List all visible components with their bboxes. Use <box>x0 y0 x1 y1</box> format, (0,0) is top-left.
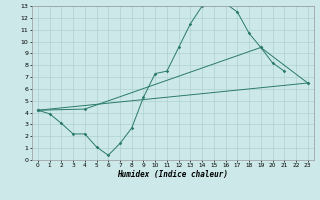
X-axis label: Humidex (Indice chaleur): Humidex (Indice chaleur) <box>117 170 228 179</box>
